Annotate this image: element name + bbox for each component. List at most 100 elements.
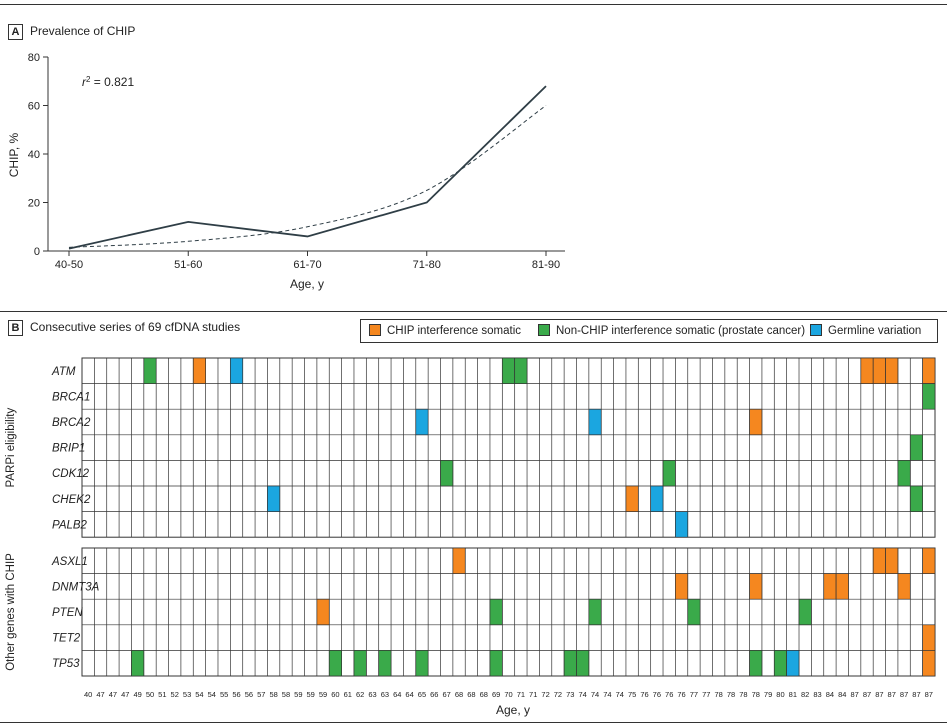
group-label: Other genes with CHIP [5,553,17,671]
y-axis-label: CHIP, % [7,132,21,177]
variant-cell-tp53 [773,650,788,677]
group-label: PARPi eligibility [5,408,17,488]
prevalence-line-chart: 0 20 40 60 80 40-50 51-60 61-70 71-80 81-90 r2 =… [7,52,565,291]
gene-label-tp53: TP53 [52,658,80,670]
age-tick-label: 53 [183,690,191,699]
observed-line [68,85,547,250]
variant-cell-brip1 [909,434,923,461]
age-tick-label: 63 [381,690,389,699]
age-tick-label: 76 [653,690,661,699]
variant-cell-brca2 [749,408,763,436]
variant-cell-asxl1 [885,547,899,574]
r-squared-annotation: r2 = 0.821 [82,75,134,90]
variant-cell-atm [885,357,899,384]
variant-cell-tet2 [922,624,936,651]
legend-label-germline: Germline variation [828,325,922,337]
age-tick-label: 71 [517,690,525,699]
gene-label-cdk12: CDK12 [52,468,90,480]
variant-cell-brca2 [588,408,602,436]
age-tick-label: 74 [591,690,599,699]
age-tick-label: 56 [232,690,240,699]
age-tick-label: 60 [331,690,339,699]
variant-cell-atm [143,357,157,384]
age-tick-label: 64 [405,690,413,699]
variant-cell-pten [489,598,503,626]
age-tick-label: 68 [480,690,488,699]
gene-label-atm: ATM [51,366,76,378]
variant-cell-chek2 [267,485,281,512]
legend-item-germline: Germline variation [810,324,921,337]
heatmap-x-axis-label: Age, y [496,703,530,717]
gene-label-brip1: BRIP1 [52,443,85,455]
age-tick-label: 49 [133,690,141,699]
variant-cell-brca1 [922,383,936,410]
age-tick-label: 77 [702,690,710,699]
gene-label-palb2: PALB2 [52,519,88,531]
age-tick-label: 71 [529,690,537,699]
age-tick-label: 80 [776,690,784,699]
age-tick-label: 61 [344,690,352,699]
variant-cell-tp53 [576,650,590,677]
variant-cell-dnmt3a [823,573,837,600]
age-tick-label: 56 [245,690,253,699]
variant-cell-atm [229,357,244,384]
age-tick-label: 47 [121,690,129,699]
variant-cell-chek2 [625,485,639,512]
variant-cell-tp53 [489,650,503,677]
age-tick-label: 65 [418,690,426,699]
variant-cell-dnmt3a [749,573,763,600]
legend-swatch-chip [369,324,381,336]
age-tick-label: 83 [813,690,821,699]
age-tick-label: 58 [282,690,290,699]
panel-divider-rule [0,311,947,312]
age-tick-label: 57 [257,690,265,699]
legend-label-nonchip: Non-CHIP interference somatic (prostate … [556,325,806,337]
gene-label-pten: PTEN [52,607,83,619]
age-tick-label: 47 [96,690,104,699]
age-tick-label: 87 [912,690,920,699]
panel-a-letter: A [8,24,23,40]
age-tick-label: 78 [727,690,735,699]
age-tick-label: 64 [393,690,401,699]
age-tick-label: 84 [826,690,834,699]
age-tick-label: 55 [220,690,228,699]
x-axis-label: Age, y [290,277,324,291]
trend-line-dashed [68,105,547,248]
variant-cell-asxl1 [872,547,886,574]
age-tick-label: 87 [875,690,883,699]
variant-cell-cdk12 [897,460,911,487]
age-tick-label: 75 [628,690,636,699]
age-tick-label: 87 [925,690,933,699]
variant-cell-tp53 [749,650,763,677]
age-tick-label: 76 [640,690,648,699]
panel-b-letter: B [8,320,23,336]
age-tick-label: 50 [146,690,154,699]
age-tick-label: 76 [677,690,685,699]
age-tick-label: 47 [109,690,117,699]
age-tick-label: 81 [789,690,797,699]
age-tick-label: 54 [195,690,203,699]
gene-label-dnmt3a: DNMT3A [52,581,100,593]
age-tick-label: 70 [504,690,512,699]
age-tick-label: 68 [455,690,463,699]
variant-cell-cdk12 [662,460,676,487]
age-tick-label: 51 [158,690,166,699]
variant-cell-tp53 [563,650,577,677]
x-tick-label: 81-90 [532,259,560,271]
age-tick-label: 77 [690,690,698,699]
age-tick-label: 78 [714,690,722,699]
x-tick-label: 40-50 [55,259,83,271]
age-tick-label: 62 [356,690,364,699]
panel-a-title: Prevalence of CHIP [30,24,136,38]
age-tick-label: 58 [269,690,277,699]
grid-block-0 [81,357,936,538]
legend-swatch-germline [810,324,822,336]
variant-cell-cdk12 [440,460,454,487]
legend-item-chip: CHIP interference somatic [369,324,521,337]
panel-b-title: Consecutive series of 69 cfDNA studies [30,320,241,334]
variant-cell-atm [514,357,528,384]
variant-cell-pten [316,598,330,626]
gene-label-brca1: BRCA1 [52,391,90,403]
age-tick-label: 79 [764,690,772,699]
variant-cell-tp53 [353,650,367,677]
